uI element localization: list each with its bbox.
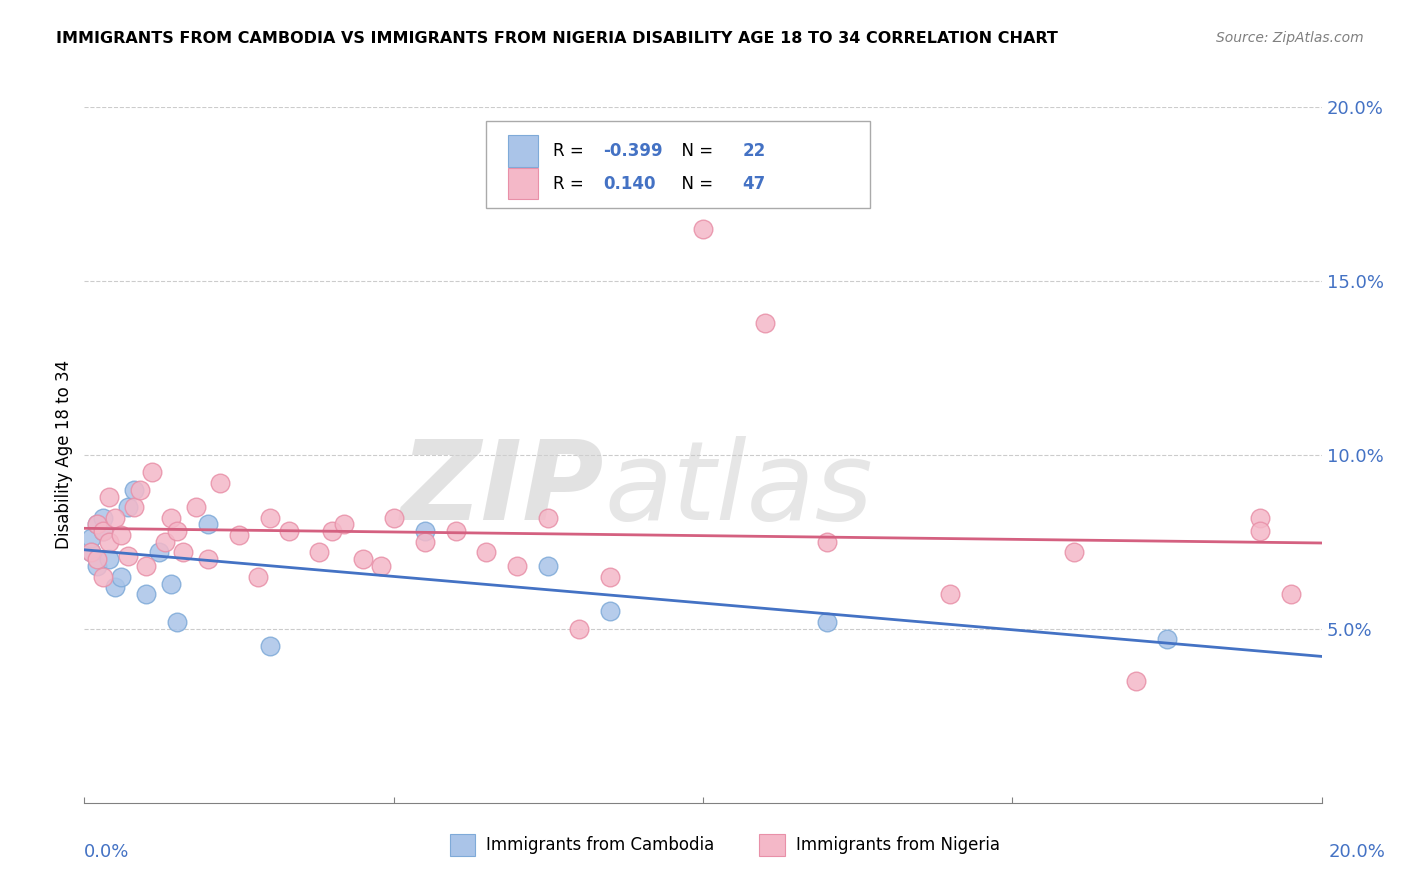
Point [228, 528, 250, 542]
Point [537, 510, 560, 524]
Text: 20.0%: 20.0% [1329, 843, 1385, 861]
Point [122, 500, 145, 514]
Point [333, 517, 356, 532]
Point [939, 587, 962, 601]
FancyBboxPatch shape [508, 136, 538, 167]
Text: R =: R = [554, 175, 595, 193]
Point [815, 534, 838, 549]
Point [1249, 524, 1271, 539]
Point [277, 524, 299, 539]
Point [79, 545, 101, 559]
Point [98, 552, 121, 566]
Point [413, 534, 436, 549]
Point [568, 622, 591, 636]
Point [1063, 545, 1085, 559]
Point [382, 510, 405, 524]
Point [197, 517, 219, 532]
Point [104, 580, 127, 594]
Point [79, 532, 101, 546]
Text: Immigrants from Nigeria: Immigrants from Nigeria [796, 836, 1000, 854]
Text: ZIP: ZIP [401, 436, 605, 543]
Point [86, 552, 108, 566]
Text: N =: N = [671, 175, 718, 193]
Point [815, 615, 838, 629]
Point [1279, 587, 1302, 601]
Point [259, 639, 281, 653]
Point [110, 528, 132, 542]
Point [692, 221, 714, 235]
Point [537, 559, 560, 574]
Point [754, 316, 776, 330]
Text: Source: ZipAtlas.com: Source: ZipAtlas.com [1216, 31, 1364, 45]
Text: 0.0%: 0.0% [84, 843, 129, 861]
Point [209, 475, 232, 490]
Point [599, 605, 621, 619]
Text: 0.140: 0.140 [603, 175, 655, 193]
Point [1125, 674, 1147, 689]
Point [599, 570, 621, 584]
Text: -0.399: -0.399 [603, 142, 662, 160]
Point [259, 510, 281, 524]
Text: IMMIGRANTS FROM CAMBODIA VS IMMIGRANTS FROM NIGERIA DISABILITY AGE 18 TO 34 CORR: IMMIGRANTS FROM CAMBODIA VS IMMIGRANTS F… [56, 31, 1059, 46]
Point [86, 517, 108, 532]
Point [91, 510, 114, 524]
FancyBboxPatch shape [508, 168, 538, 199]
Text: 47: 47 [742, 175, 766, 193]
Point [91, 524, 114, 539]
Point [197, 552, 219, 566]
Text: R =: R = [554, 142, 589, 160]
Point [148, 545, 170, 559]
Point [321, 524, 343, 539]
Point [135, 587, 157, 601]
Text: N =: N = [671, 142, 718, 160]
Point [166, 524, 188, 539]
Point [506, 559, 529, 574]
Point [91, 570, 114, 584]
Point [160, 576, 183, 591]
Text: Immigrants from Cambodia: Immigrants from Cambodia [486, 836, 714, 854]
Text: atlas: atlas [605, 436, 873, 543]
Point [166, 615, 188, 629]
Point [370, 559, 392, 574]
Point [129, 483, 152, 497]
Point [308, 545, 330, 559]
FancyBboxPatch shape [486, 121, 870, 208]
Point [475, 545, 498, 559]
Point [413, 524, 436, 539]
Point [352, 552, 374, 566]
Point [160, 510, 183, 524]
Point [141, 466, 163, 480]
Point [117, 549, 139, 563]
Point [122, 483, 145, 497]
Point [172, 545, 194, 559]
Point [184, 500, 207, 514]
Text: 22: 22 [742, 142, 766, 160]
Point [153, 534, 176, 549]
Point [86, 559, 108, 574]
Point [110, 570, 132, 584]
Point [135, 559, 157, 574]
Point [246, 570, 269, 584]
Point [1249, 510, 1271, 524]
Point [98, 490, 121, 504]
Point [104, 510, 127, 524]
Point [91, 524, 114, 539]
Point [444, 524, 467, 539]
Point [79, 545, 101, 559]
Point [1156, 632, 1178, 647]
Point [86, 517, 108, 532]
Y-axis label: Disability Age 18 to 34: Disability Age 18 to 34 [55, 360, 73, 549]
Point [117, 500, 139, 514]
Point [98, 534, 121, 549]
